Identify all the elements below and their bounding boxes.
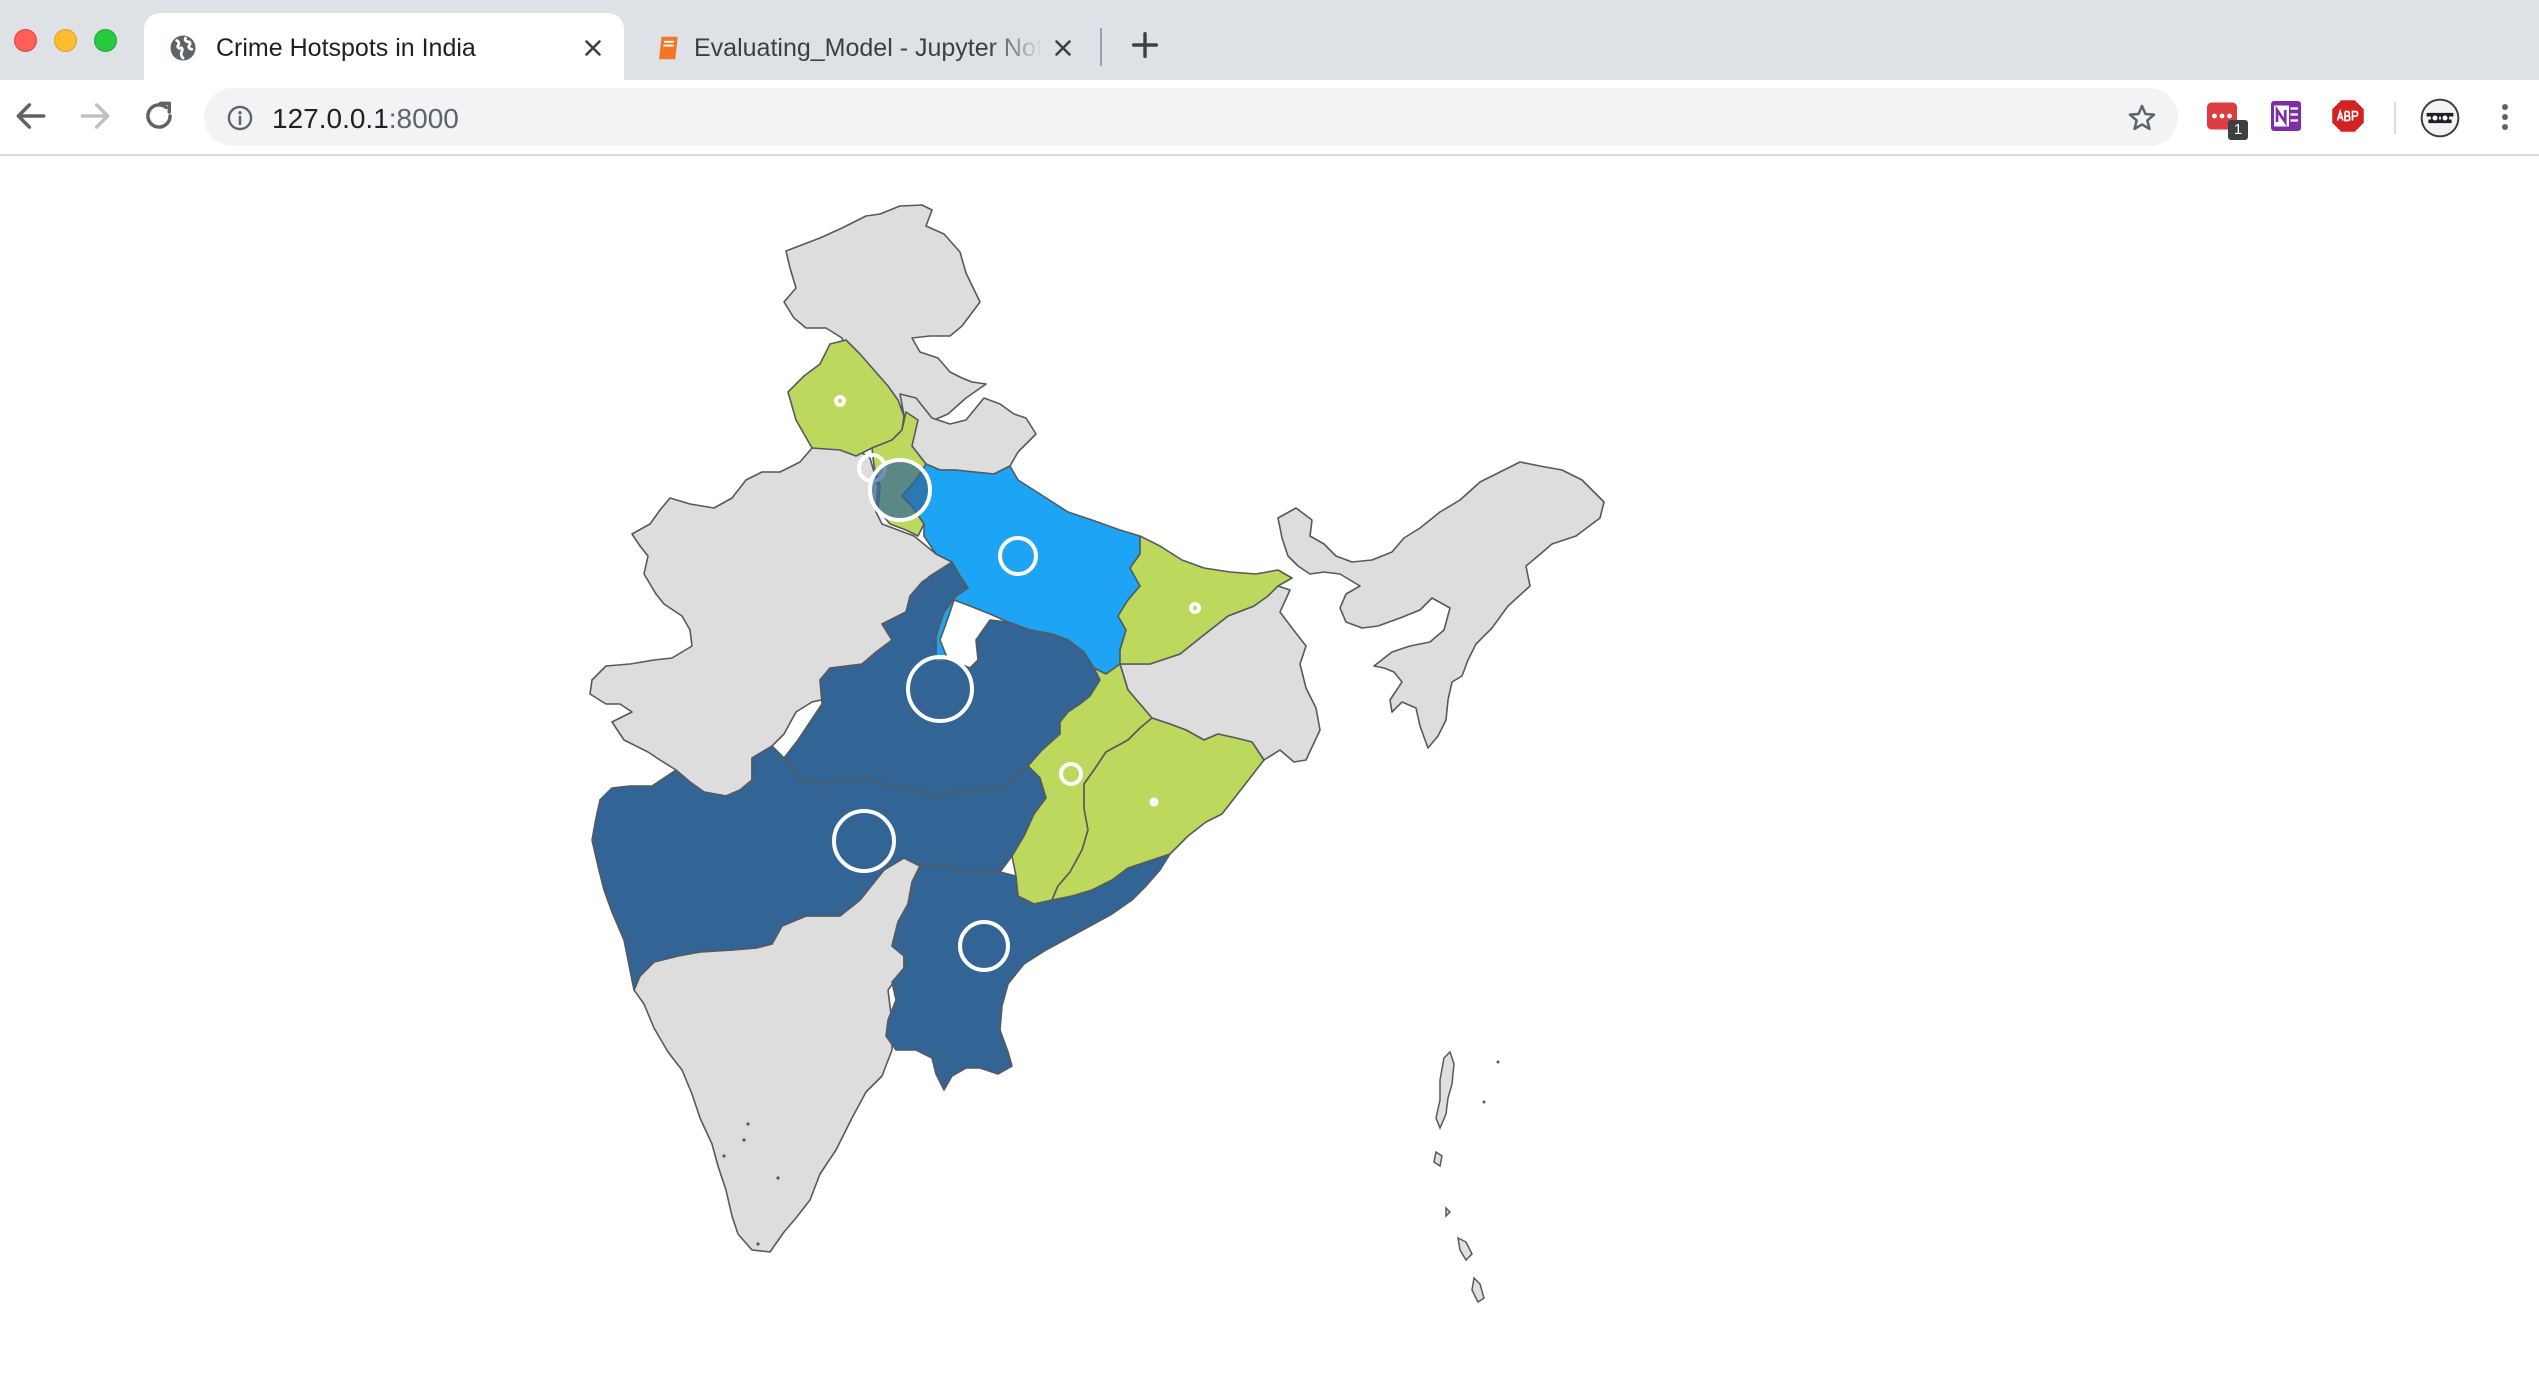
hotspot-chhattisgarh[interactable] (1059, 762, 1083, 786)
state-jammu-kashmir[interactable] (783, 204, 987, 421)
hotspot-maharashtra[interactable] (832, 809, 896, 873)
bookmark-star-icon[interactable] (2126, 102, 2158, 134)
hotspot-odisha[interactable] (1149, 797, 1159, 807)
browser-toolbar: 127.0.0.1:8000 1 (0, 80, 2539, 156)
extension-badge: 1 (2228, 120, 2248, 140)
tab-title: Crime Hotspots in India (216, 34, 476, 62)
more-menu-icon[interactable] (2490, 98, 2520, 136)
lakshadweep-islands (722, 1122, 780, 1246)
hotspot-punjab[interactable] (834, 395, 846, 407)
state-odisha[interactable] (1051, 717, 1265, 901)
onenote-icon (2271, 101, 2301, 131)
adblock-icon (2332, 100, 2364, 132)
hotspot-andhra-pradesh[interactable] (958, 920, 1010, 972)
tab-evaluating-model[interactable]: Evaluating_Model - Jupyter Notebook (630, 13, 1090, 80)
hotspot-bihar[interactable] (1189, 602, 1201, 614)
andaman-nicobar-islands (1433, 1050, 1500, 1304)
close-tab-icon[interactable] (580, 35, 606, 61)
new-tab-icon[interactable] (1128, 28, 1162, 62)
state-punjab[interactable] (787, 339, 905, 457)
globe-icon (170, 35, 196, 61)
hotspot-uttar-pradesh[interactable] (998, 536, 1038, 576)
back-icon[interactable] (12, 97, 50, 135)
profile-avatar-button[interactable] (2420, 98, 2460, 138)
tab-divider (1100, 28, 1102, 66)
site-info-icon[interactable] (226, 104, 254, 132)
reload-icon[interactable] (140, 97, 178, 135)
forward-icon[interactable] (76, 97, 114, 135)
tab-strip: Crime Hotspots in India Evaluating_Model… (0, 0, 2539, 80)
tab-crime-hotspots[interactable]: Crime Hotspots in India (144, 13, 624, 80)
zoom-window-button[interactable] (94, 29, 117, 52)
hotspot-markers (832, 395, 1201, 972)
url-host: 127.0.0.1 (272, 103, 389, 134)
page-content (0, 156, 2539, 1391)
avatar-icon (2420, 98, 2460, 138)
extension-todo-button[interactable]: 1 (2204, 98, 2248, 140)
toolbar-divider (2394, 102, 2396, 134)
url-port: :8000 (388, 103, 459, 134)
notebook-icon (659, 36, 678, 60)
close-tab-icon[interactable] (1050, 35, 1076, 61)
url-text[interactable]: 127.0.0.1:8000 (272, 103, 459, 135)
hotspot-delhi[interactable] (868, 458, 932, 522)
minimize-window-button[interactable] (54, 29, 77, 52)
address-bar[interactable]: 127.0.0.1:8000 (204, 88, 2178, 146)
tab-title: Evaluating_Model - Jupyter Notebook (694, 34, 1042, 62)
state-maharashtra[interactable] (591, 745, 1047, 991)
close-window-button[interactable] (14, 29, 37, 52)
hotspot-madhya-pradesh[interactable] (906, 655, 974, 723)
india-crime-map (589, 204, 1605, 1304)
extension-onenote-button[interactable] (2268, 98, 2304, 134)
state-bihar[interactable] (1117, 535, 1293, 665)
state-northeast[interactable] (1277, 461, 1605, 749)
extension-adblock-button[interactable] (2330, 98, 2366, 134)
